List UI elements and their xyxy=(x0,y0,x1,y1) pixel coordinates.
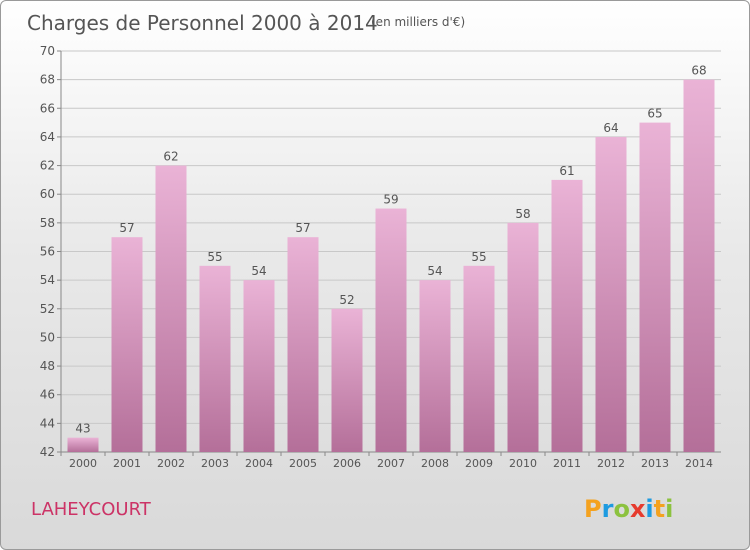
data-label: 68 xyxy=(691,64,706,78)
bar-2004 xyxy=(243,280,275,452)
x-tick-label: 2014 xyxy=(685,457,713,470)
bar-2003 xyxy=(199,265,231,452)
x-tick-label: 2007 xyxy=(377,457,405,470)
data-label: 65 xyxy=(647,107,662,121)
data-label: 52 xyxy=(339,293,354,307)
y-tick-label: 66 xyxy=(40,101,55,115)
data-label: 61 xyxy=(559,164,574,178)
bar-2006 xyxy=(331,308,363,452)
y-tick-label: 48 xyxy=(40,359,55,373)
x-tick-label: 2012 xyxy=(597,457,625,470)
y-tick-label: 52 xyxy=(40,302,55,316)
chart-title: Charges de Personnel 2000 à 2014 xyxy=(27,11,378,35)
y-tick-label: 70 xyxy=(40,44,55,58)
bar-2001 xyxy=(111,237,143,452)
data-label: 64 xyxy=(603,121,618,135)
y-tick-label: 44 xyxy=(40,416,55,430)
data-label: 62 xyxy=(163,150,178,164)
x-tick-label: 2002 xyxy=(157,457,185,470)
data-labels: 43 57 62 55 54 57 52 59 54 55 58 61 64 65 68 xyxy=(75,64,706,436)
data-label: 43 xyxy=(75,422,90,436)
x-tick-label: 2013 xyxy=(641,457,669,470)
data-label: 57 xyxy=(295,221,310,235)
y-tick-label: 42 xyxy=(40,445,55,459)
y-tick-label: 64 xyxy=(40,130,55,144)
bar-2012 xyxy=(595,136,627,452)
x-tick-label: 2004 xyxy=(245,457,273,470)
bar-2014 xyxy=(683,79,715,453)
y-tick-label: 60 xyxy=(40,187,55,201)
data-label: 59 xyxy=(383,193,398,207)
bar-2008 xyxy=(419,280,451,452)
data-label: 58 xyxy=(515,207,530,221)
bar-2007 xyxy=(375,208,407,452)
bar-2010 xyxy=(507,222,539,452)
data-label: 55 xyxy=(471,250,486,264)
data-label: 54 xyxy=(427,264,442,278)
bar-2009 xyxy=(463,265,495,452)
x-tick-label: 2005 xyxy=(289,457,317,470)
y-tick-label: 50 xyxy=(40,330,55,344)
chart-subtitle: (en milliers d'€) xyxy=(371,15,465,29)
y-tick-label: 54 xyxy=(40,273,55,287)
y-tick-label: 56 xyxy=(40,245,55,259)
x-tick-label: 2008 xyxy=(421,457,449,470)
bar-2002 xyxy=(155,165,187,453)
x-tick-label: 2000 xyxy=(69,457,97,470)
x-tick-label: 2010 xyxy=(509,457,537,470)
logo-text: Proxiti xyxy=(584,495,673,523)
y-tick-label: 58 xyxy=(40,216,55,230)
x-tick-label: 2006 xyxy=(333,457,361,470)
data-label: 55 xyxy=(207,250,222,264)
x-tick-label: 2011 xyxy=(553,457,581,470)
y-tick-label: 46 xyxy=(40,388,55,402)
y-tick-label: 62 xyxy=(40,159,55,173)
bar-2000 xyxy=(67,437,99,452)
proxiti-logo: Proxiti xyxy=(584,495,673,523)
y-tick-label: 68 xyxy=(40,73,55,87)
bar-2013 xyxy=(639,122,671,452)
bars xyxy=(67,79,715,453)
x-tick-label: 2009 xyxy=(465,457,493,470)
x-tick-label: 2001 xyxy=(113,457,141,470)
bar-2011 xyxy=(551,179,583,452)
data-label: 57 xyxy=(119,221,134,235)
location-label: LAHEYCOURT xyxy=(31,499,152,520)
x-tick-label: 2003 xyxy=(201,457,229,470)
data-label: 54 xyxy=(251,264,266,278)
bar-2005 xyxy=(287,237,319,452)
